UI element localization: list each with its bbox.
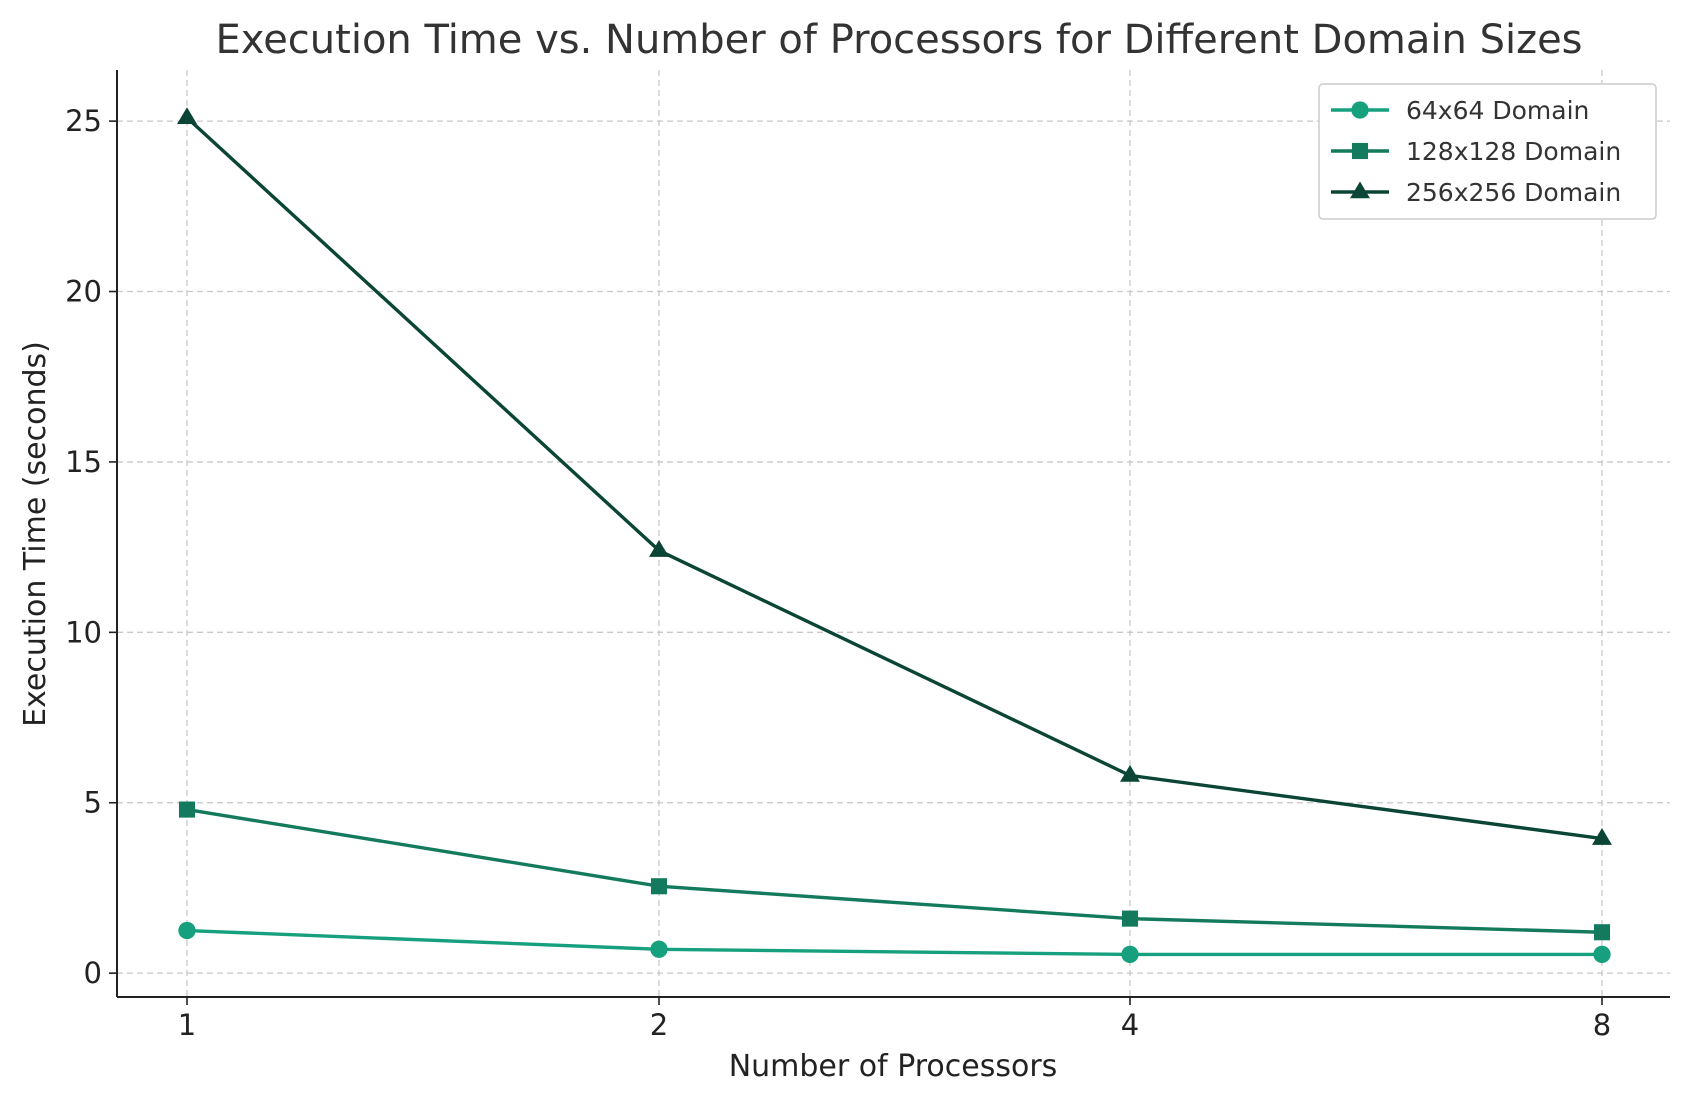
data-point — [650, 878, 668, 895]
legend-marker — [1351, 142, 1369, 160]
series-line — [185, 116, 1603, 841]
y-tick-label: 20 — [65, 275, 102, 309]
y-tick-label: 5 — [84, 786, 102, 820]
tick-labels: 0 5 10 15 20 25 1 2 4 8 — [65, 104, 1611, 1042]
y-axis-label: Execution Time (seconds) — [18, 341, 53, 727]
x-tick-label: 2 — [650, 1008, 668, 1042]
x-tick-label: 4 — [1121, 1008, 1139, 1042]
data-point — [178, 801, 196, 818]
series-0 — [178, 921, 1611, 964]
data-point — [650, 940, 668, 958]
legend-box — [1318, 83, 1657, 220]
legend-label: 128x128 Domain — [1406, 137, 1621, 166]
y-tick-label: 10 — [65, 615, 102, 649]
series-line — [186, 928, 1602, 957]
data-point — [178, 921, 196, 940]
data-point — [1121, 910, 1139, 927]
x-tick-label: 8 — [1593, 1008, 1611, 1042]
data-point — [649, 540, 669, 557]
y-tick-label: 0 — [84, 956, 102, 990]
series — [177, 107, 1612, 964]
chart-title: Execution Time vs. Number of Processors … — [215, 17, 1582, 63]
legend-marker — [1350, 181, 1370, 199]
series-1 — [178, 801, 1611, 941]
series-2 — [177, 107, 1612, 845]
legend-marker — [1351, 101, 1369, 119]
data-point — [1592, 828, 1612, 845]
y-tick-label: 25 — [65, 104, 102, 138]
legend-label: 64x64 Domain — [1406, 96, 1589, 125]
legend: 64x64 Domain 128x128 Domain 256x256 Domain — [1318, 83, 1657, 220]
data-point — [1593, 924, 1611, 941]
x-tick-label: 1 — [178, 1008, 196, 1042]
series-line — [186, 807, 1603, 934]
y-tick-label: 15 — [65, 445, 102, 479]
legend-label: 256x256 Domain — [1406, 178, 1621, 207]
data-point — [1593, 945, 1611, 964]
x-axis-label: Number of Processors — [729, 1049, 1058, 1084]
data-point — [1120, 764, 1140, 782]
axes — [116, 70, 1670, 998]
data-point — [177, 107, 197, 125]
data-point — [1121, 945, 1139, 964]
